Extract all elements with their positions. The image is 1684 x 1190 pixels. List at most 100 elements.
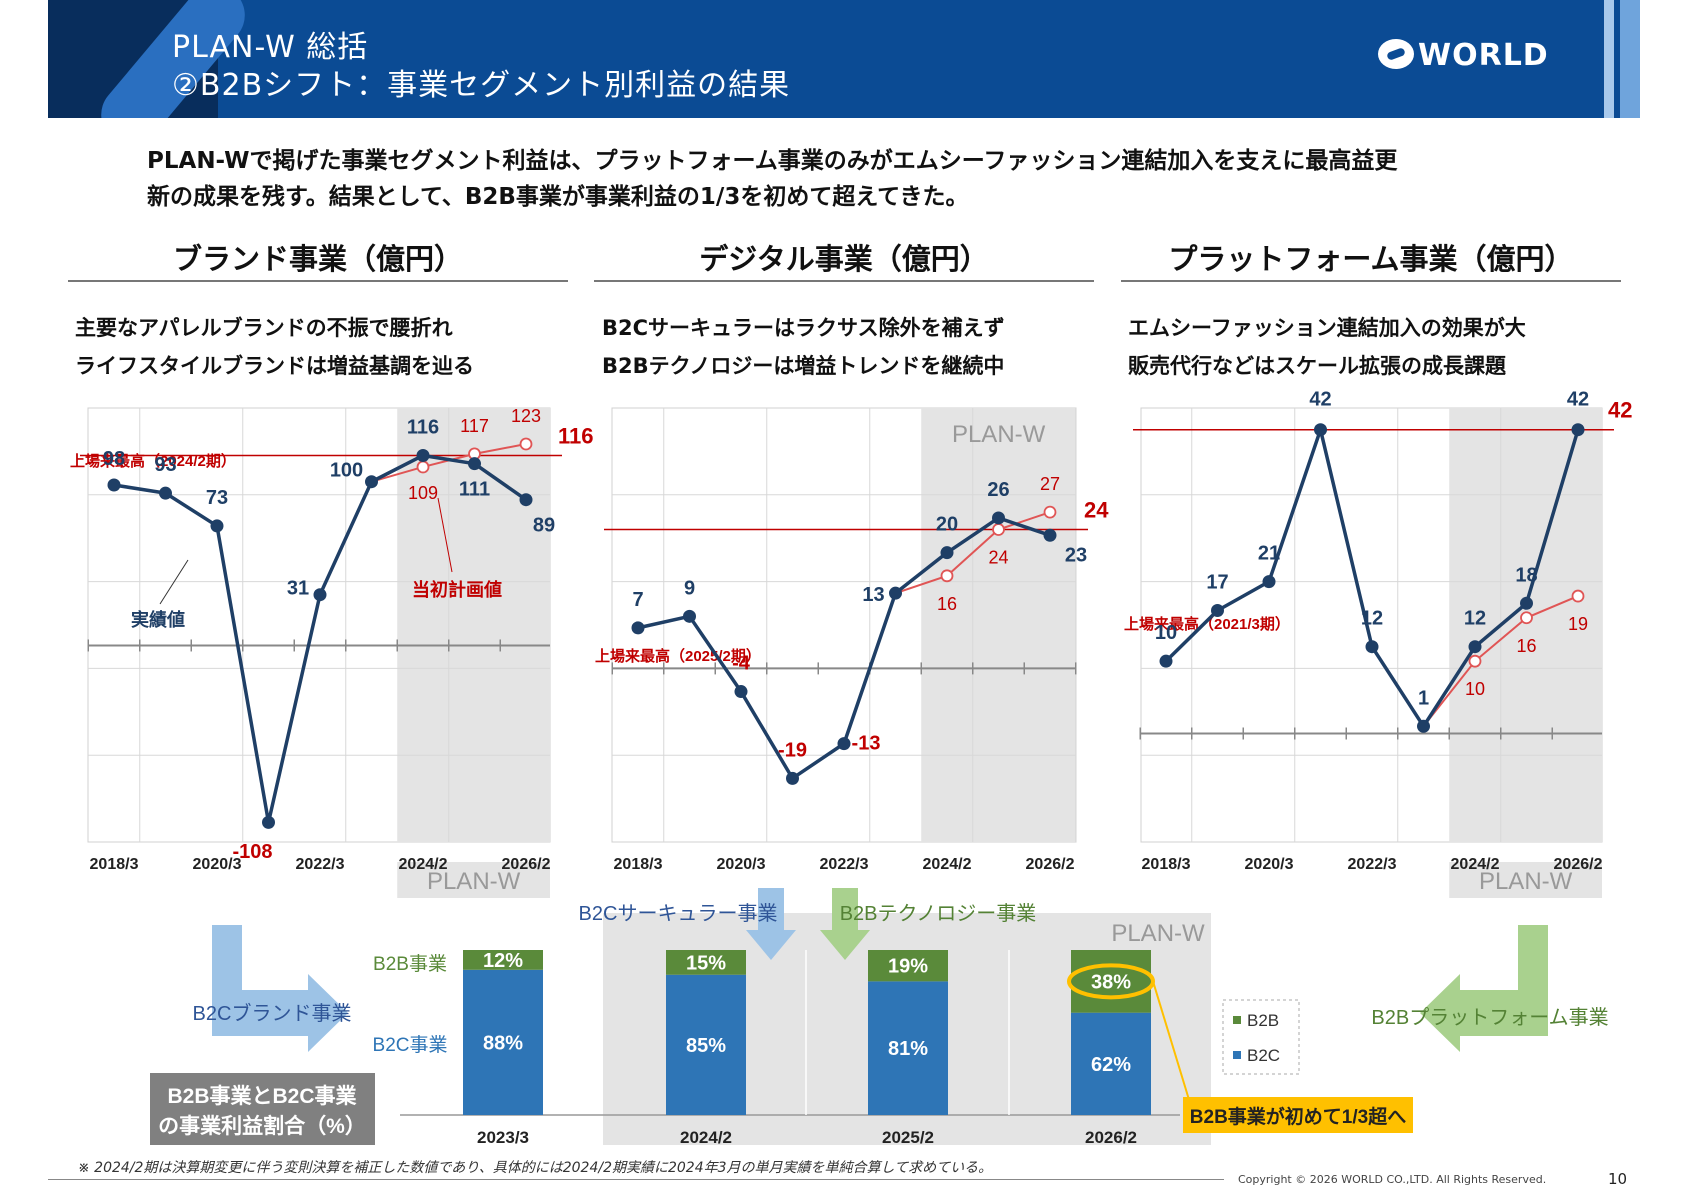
brand-plan-w-tag	[397, 862, 550, 898]
section-divider-brand	[68, 280, 568, 282]
b2b-platform-arrow-icon	[1420, 925, 1548, 1052]
callout-box	[1183, 1097, 1413, 1133]
world-logo-icon	[1378, 39, 1414, 69]
section-divider-digital	[594, 280, 1094, 282]
digital-actual-point	[940, 546, 954, 560]
platform-plan-label: 16	[1516, 636, 1536, 656]
platform-x-tick-label: 2024/2	[1451, 856, 1500, 873]
digital-x-tick-label: 2024/2	[923, 856, 972, 873]
platform-plan-point	[1571, 589, 1585, 603]
platform-actual-label: 21	[1258, 543, 1280, 565]
ratio-x-label: 2026/2	[1085, 1128, 1137, 1147]
digital-plan-label: 16	[937, 594, 957, 614]
platform-plan-label: 19	[1568, 614, 1588, 634]
platform-plan-w-label: PLAN-W	[1479, 868, 1573, 895]
platform-x-tick-label: 2022/3	[1348, 856, 1397, 873]
platform-x-tick-label: 2020/3	[1245, 856, 1294, 873]
brand-actual-point	[519, 493, 533, 507]
brand-actual-label: 98	[103, 448, 125, 470]
brand-comment-2: ライフスタイルブランドは増益基調を辿る	[75, 354, 474, 378]
platform-actual-label: 42	[1567, 389, 1589, 411]
platform-plan-w-tag	[1449, 862, 1602, 898]
platform-record-value: 42	[1608, 398, 1632, 423]
platform-plan-point	[1468, 654, 1482, 668]
digital-record-value: 24	[1084, 498, 1109, 523]
ratio-x-label: 2024/2	[680, 1128, 732, 1147]
digital-plan-w-label: PLAN-W	[952, 421, 1046, 448]
digital-plan-w-band	[921, 408, 1076, 842]
brand-actual-point	[313, 588, 327, 602]
platform-actual-label: 12	[1464, 608, 1486, 630]
section-title-platform: プラットフォーム事業（億円）	[1168, 242, 1574, 276]
legend-swatch-b2b	[1233, 1016, 1241, 1024]
ratio-bar-b2b	[868, 950, 948, 982]
brand-plan-point	[519, 437, 533, 451]
platform-actual-label: 17	[1206, 572, 1228, 594]
platform-actual-point	[1159, 654, 1173, 668]
platform-record-label: 上場来最高（2021/3期）	[1124, 615, 1290, 633]
platform-actual-label: 10	[1155, 622, 1177, 644]
ratio-label-b2b: 12%	[483, 950, 523, 972]
digital-plan-line	[895, 511, 1051, 595]
platform-actual-label: 12	[1361, 608, 1383, 630]
intro-line1: PLAN-Wで掲げた事業セグメント利益は、プラットフォーム事業のみがエムシーファ…	[147, 148, 1398, 174]
section-title-digital: デジタル事業（億円）	[699, 242, 989, 276]
ratio-label-b2c: 81%	[888, 1038, 928, 1060]
platform-plan-point	[1520, 611, 1533, 625]
b2c-brand-arrow-icon	[212, 925, 348, 1052]
b2c-circular-arrow-icon	[746, 888, 796, 960]
ratio-bar-b2c	[1071, 1012, 1151, 1115]
section-title-brand: ブランド事業（億円）	[172, 242, 463, 276]
platform-actual-point	[1211, 604, 1224, 618]
digital-actual-point	[683, 609, 696, 623]
brand-actual-point	[107, 478, 121, 492]
digital-actual-label: 23	[1065, 544, 1087, 566]
digital-actual-point	[889, 586, 902, 600]
platform-actual-label: 42	[1309, 389, 1331, 411]
ratio-title-line2: の事業利益割合（%）	[158, 1114, 366, 1138]
digital-comment-1: B2Cサーキュラーはラクサス除外を補えず	[602, 316, 1005, 340]
ratio-label-b2b: 15%	[686, 952, 726, 974]
ratio-x-label: 2025/2	[882, 1128, 934, 1147]
flow-label-b2c-circular: B2Cサーキュラー事業	[579, 902, 778, 925]
digital-x-tick-label: 2020/3	[717, 856, 766, 873]
brand-actual-point	[262, 815, 275, 829]
platform-plan-label: 10	[1465, 679, 1485, 699]
flow-label-b2c-brand: B2Cブランド事業	[193, 1001, 352, 1025]
brand-actual-label: 111	[459, 479, 490, 501]
digital-actual-point	[734, 685, 748, 699]
brand-record-label: 上場来最高（2024/2期）	[70, 452, 236, 470]
legend-label-b2b: B2B	[1247, 1011, 1279, 1030]
brand-comment-1: 主要なアパレルブランドの不振で腰折れ	[75, 316, 453, 340]
brand-actual-label: 116	[407, 416, 439, 438]
brand-actual-point	[210, 519, 224, 533]
digital-actual-point	[837, 737, 851, 751]
digital-actual-label: 20	[936, 514, 958, 536]
platform-plan-line	[1422, 595, 1579, 727]
legend-swatch-b2c	[1233, 1051, 1241, 1059]
ratio-label-b2c: 85%	[686, 1035, 726, 1057]
digital-plan-point	[940, 569, 954, 583]
digital-plan-label: 27	[1040, 474, 1060, 494]
digital-actual-point	[786, 771, 799, 785]
ratio-label-b2b: 19%	[888, 956, 928, 978]
platform-actual-label: 1	[1418, 687, 1429, 709]
digital-actual-point	[631, 621, 645, 635]
ratio-title-line1: B2B事業とB2C事業	[167, 1084, 357, 1108]
platform-plan-w-band	[1449, 408, 1602, 842]
flow-label-b2b-platform: B2Bプラットフォーム事業	[1371, 1006, 1608, 1029]
intro-line2: 新の成果を残す。結果として、B2B事業が事業利益の1/3を初めて超えてきた。	[147, 184, 969, 210]
platform-actual-point	[1314, 423, 1327, 437]
platform-actual-point	[1571, 423, 1585, 437]
brand-actual-point	[468, 457, 481, 471]
ratio-bar-b2c	[868, 981, 948, 1115]
ratio-label-b2c: 88%	[483, 1032, 523, 1054]
legend-label-b2c: B2C	[1247, 1046, 1280, 1065]
brand-actual-annotation: 実績値	[131, 609, 185, 630]
ratio-bar-b2c	[463, 969, 543, 1115]
ratio-title-box	[150, 1073, 375, 1145]
brand-plan-annotation: 当初計画値	[412, 579, 502, 600]
ratio-bar-b2c	[666, 974, 746, 1115]
platform-comment-1: エムシーファッション連結加入の効果が大	[1128, 316, 1526, 340]
brand-plan-pointer	[437, 497, 453, 573]
